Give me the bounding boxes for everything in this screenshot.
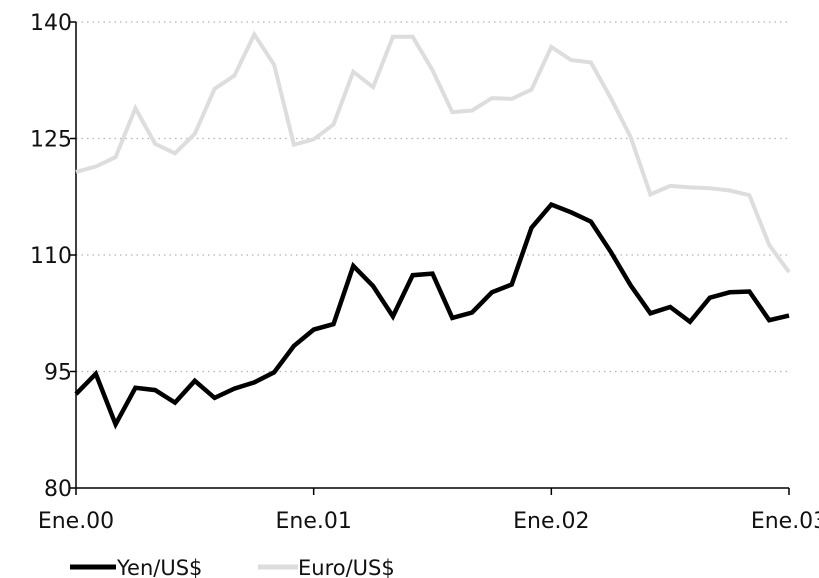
x-tick-label-Ene.02: Ene.02 <box>513 509 589 534</box>
y-tick-label-80: 80 <box>44 477 72 502</box>
legend: Yen/US$ Euro/US$ <box>70 556 395 578</box>
x-tick-label-Ene.00: Ene.00 <box>38 509 114 534</box>
x-tick-label-Ene.01: Ene.01 <box>275 509 351 534</box>
series-line-yen <box>74 201 790 430</box>
series-lines <box>74 30 791 430</box>
x-tick-label-Ene.03: Ene.03 <box>751 509 819 534</box>
y-tick-label-140: 140 <box>30 11 72 36</box>
legend-label-yen: Yen/US$ <box>116 556 202 578</box>
legend-label-euro: Euro/US$ <box>298 556 395 578</box>
gridlines <box>76 21 789 373</box>
y-tick-label-95: 95 <box>44 361 72 386</box>
series-line-euro <box>75 30 791 274</box>
y-tick-label-125: 125 <box>30 128 72 153</box>
x-axis-ticks: Ene.00 Ene.01 Ene.02 Ene.03 <box>38 488 819 534</box>
y-tick-label-110: 110 <box>30 244 72 269</box>
y-axis-ticks: 80 95 110 125 140 <box>30 11 76 502</box>
